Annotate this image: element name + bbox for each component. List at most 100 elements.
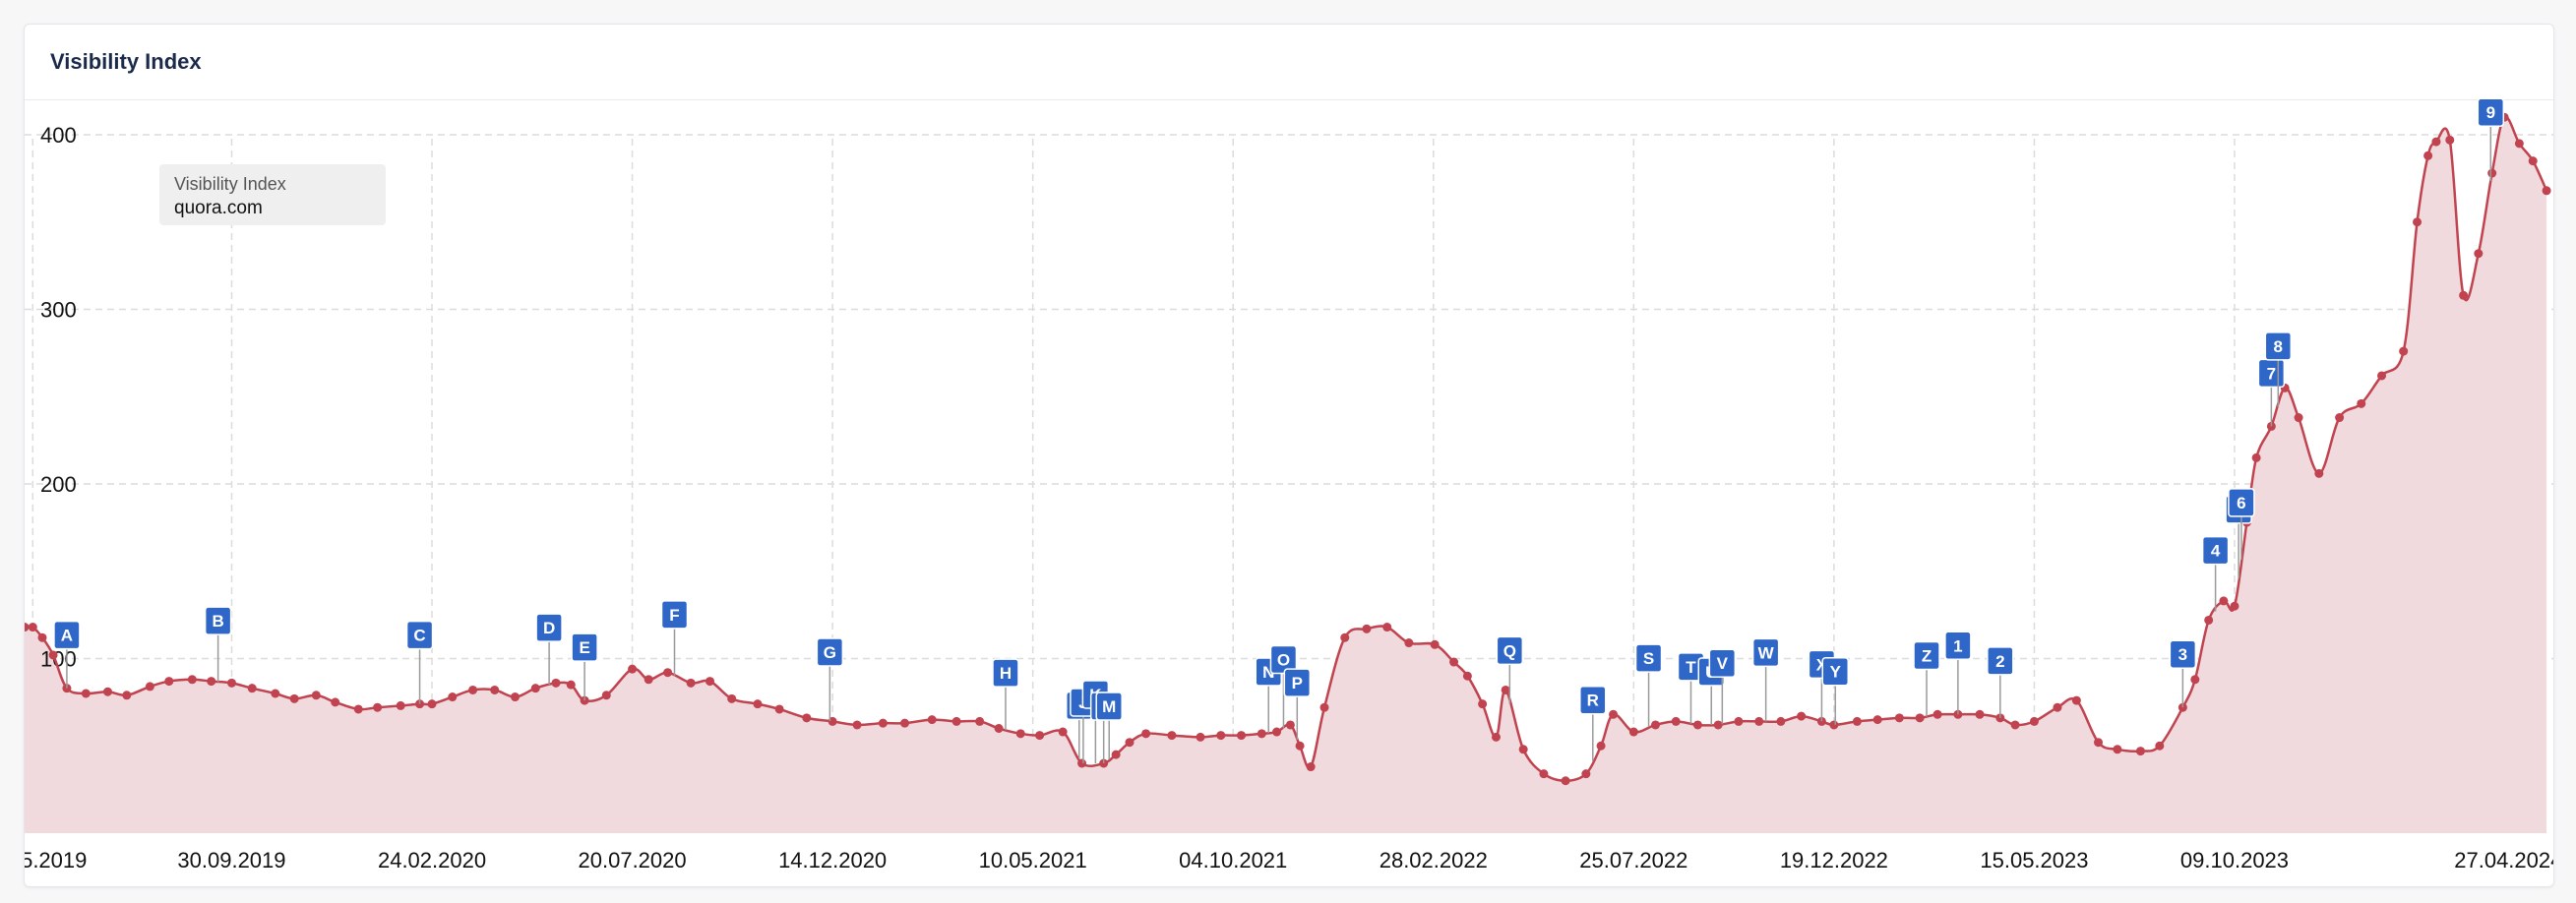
data-point bbox=[2413, 217, 2423, 227]
data-point bbox=[2135, 747, 2145, 756]
data-point bbox=[25, 623, 30, 632]
data-point bbox=[1462, 671, 1472, 681]
tooltip-domain: quora.com bbox=[174, 198, 263, 218]
flag-box bbox=[53, 620, 81, 650]
data-point bbox=[1975, 709, 1985, 719]
flag-label: M bbox=[1102, 697, 1116, 716]
data-point bbox=[2053, 702, 2062, 712]
data-point bbox=[2314, 468, 2324, 478]
y-tick-label: 400 bbox=[40, 123, 77, 148]
data-point bbox=[1430, 639, 1440, 649]
data-point bbox=[1561, 776, 1570, 786]
data-point bbox=[1257, 729, 1266, 739]
data-point bbox=[448, 692, 458, 702]
data-point bbox=[2251, 452, 2261, 462]
data-points bbox=[25, 112, 2551, 786]
data-point bbox=[331, 697, 340, 707]
x-tick-label: 30.09.2019 bbox=[177, 848, 285, 873]
data-point bbox=[878, 718, 888, 728]
data-point bbox=[1295, 741, 1305, 751]
data-point bbox=[1609, 709, 1619, 719]
flag-box bbox=[1283, 668, 1312, 697]
annotation-flag: 1 bbox=[1944, 631, 1972, 715]
data-point bbox=[2542, 186, 2551, 196]
annotation-flag: T bbox=[1677, 652, 1705, 724]
flag-label: S bbox=[1643, 649, 1654, 668]
data-point bbox=[663, 668, 673, 678]
card-header: Visibility Index bbox=[25, 25, 2553, 100]
data-point bbox=[530, 684, 540, 693]
x-tick-label: 20.07.2020 bbox=[579, 848, 687, 873]
data-point bbox=[311, 691, 321, 700]
data-point bbox=[2445, 135, 2455, 145]
data-point bbox=[48, 650, 58, 660]
data-point bbox=[753, 699, 763, 709]
data-point bbox=[247, 684, 257, 693]
x-tick-label: 09.10.2023 bbox=[2180, 848, 2289, 873]
data-point bbox=[2514, 139, 2524, 149]
flag-box bbox=[405, 620, 434, 650]
flag-label: 3 bbox=[2178, 645, 2187, 664]
flag-box bbox=[1496, 635, 1524, 666]
flag-box bbox=[2201, 535, 2230, 566]
flag-label: E bbox=[579, 638, 589, 657]
data-point bbox=[271, 689, 280, 698]
flag-box bbox=[2228, 488, 2255, 517]
data-point bbox=[1932, 709, 1942, 719]
data-point bbox=[2474, 249, 2484, 259]
flag-label: H bbox=[1000, 664, 1012, 683]
data-point bbox=[81, 689, 91, 698]
visibility-chart[interactable]: 10020030040007.05.201930.09.201924.02.20… bbox=[25, 25, 2553, 886]
data-point bbox=[2190, 675, 2200, 685]
data-point bbox=[396, 700, 405, 710]
data-point bbox=[566, 680, 576, 690]
annotation-flag: G bbox=[816, 637, 844, 722]
data-point bbox=[1734, 716, 1744, 726]
area-fill bbox=[25, 116, 2547, 834]
data-point bbox=[1501, 685, 1510, 694]
flag-label: 4 bbox=[2211, 542, 2221, 561]
data-point bbox=[1478, 699, 1488, 709]
flag-label: T bbox=[1686, 658, 1696, 677]
annotation-flag: S bbox=[1634, 643, 1663, 728]
data-point bbox=[1237, 731, 1247, 741]
flag-box bbox=[535, 613, 563, 642]
data-point bbox=[1319, 702, 1329, 712]
data-point bbox=[1581, 769, 1591, 779]
data-point bbox=[1713, 720, 1723, 730]
data-point bbox=[927, 715, 937, 725]
annotation-flag: 9 bbox=[2477, 97, 2505, 182]
data-point bbox=[2294, 413, 2303, 423]
x-tick-label: 24.02.2020 bbox=[378, 848, 486, 873]
flag-label: Z bbox=[1922, 646, 1932, 665]
flag-label: A bbox=[61, 627, 73, 645]
flag-label: O bbox=[1277, 651, 1290, 670]
data-point bbox=[289, 693, 299, 703]
data-point bbox=[2029, 716, 2039, 726]
data-point bbox=[975, 716, 985, 726]
data-point bbox=[510, 692, 520, 702]
data-point bbox=[951, 716, 961, 726]
flag-box bbox=[2264, 331, 2293, 361]
data-point bbox=[1872, 715, 1882, 725]
annotation-flag: Y bbox=[1821, 656, 1850, 725]
data-point bbox=[1596, 741, 1606, 751]
data-point bbox=[1692, 720, 1702, 730]
data-point bbox=[2431, 137, 2441, 147]
annotation-flag: C bbox=[405, 620, 434, 704]
annotation-flag: M bbox=[1095, 692, 1123, 760]
flag-box bbox=[1708, 648, 1737, 678]
data-point bbox=[1340, 632, 1350, 642]
flag-label: Y bbox=[1830, 663, 1842, 682]
data-point bbox=[2459, 290, 2469, 300]
flag-label: 1 bbox=[1953, 636, 1962, 655]
annotation-flag: R bbox=[1579, 685, 1607, 761]
flag-label: 8 bbox=[2274, 337, 2283, 356]
y-tick-label: 200 bbox=[40, 472, 77, 497]
data-point bbox=[1285, 720, 1295, 730]
annotation-flag: B bbox=[204, 606, 232, 683]
flag-box bbox=[2169, 639, 2197, 669]
data-point bbox=[2204, 615, 2214, 625]
flag-box bbox=[1579, 685, 1607, 715]
annotation-flag: 8 bbox=[2264, 331, 2293, 407]
